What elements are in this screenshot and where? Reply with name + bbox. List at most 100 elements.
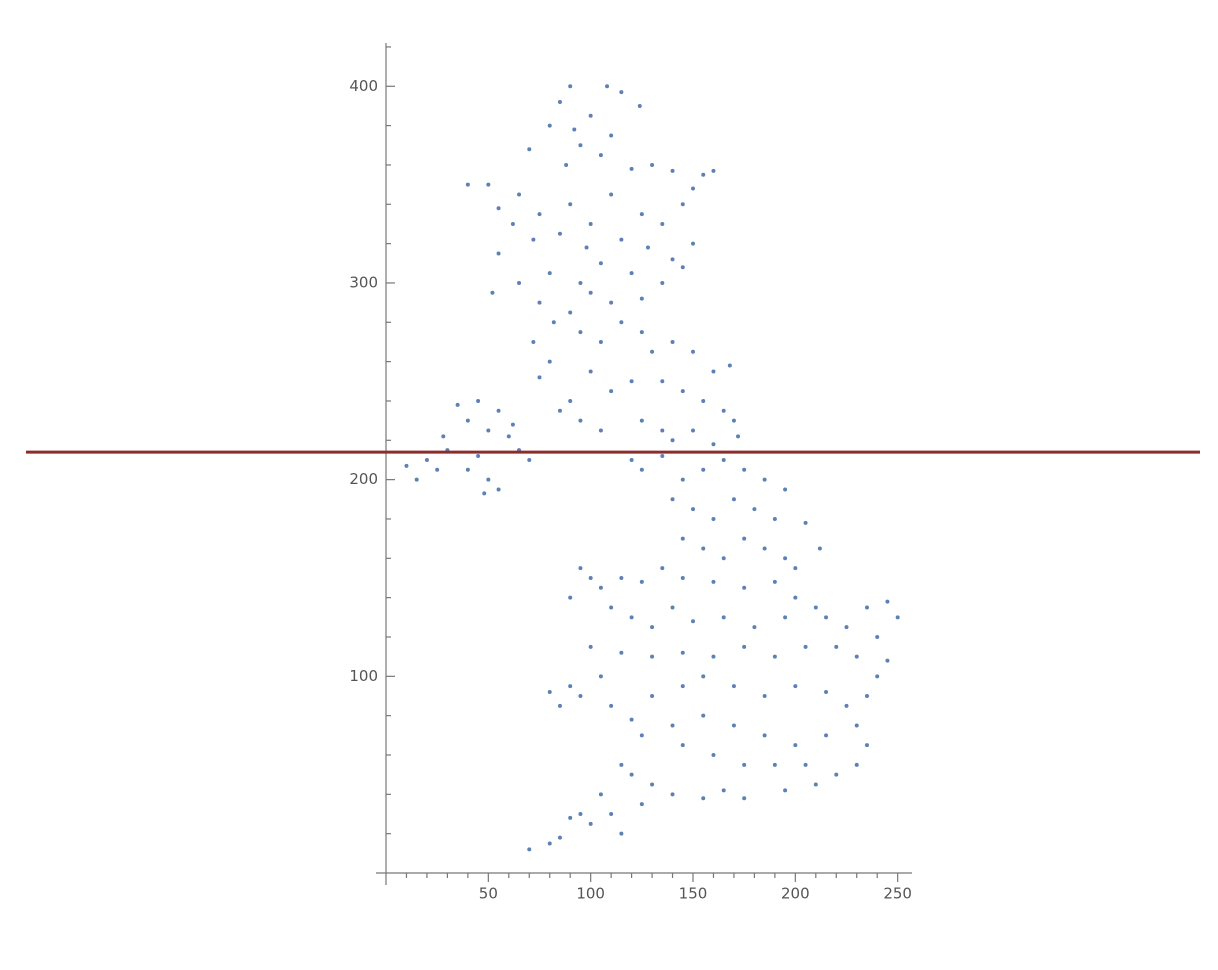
- point: [572, 127, 577, 132]
- point: [639, 802, 644, 807]
- point: [772, 654, 777, 659]
- point: [803, 520, 808, 525]
- point: [727, 363, 732, 368]
- point: [609, 811, 614, 816]
- point: [510, 422, 515, 427]
- point: [691, 619, 696, 624]
- point: [670, 339, 675, 344]
- point: [557, 408, 562, 413]
- point: [701, 546, 706, 551]
- point: [721, 457, 726, 462]
- point: [551, 320, 556, 325]
- point: [637, 103, 642, 108]
- point: [701, 172, 706, 177]
- point: [605, 84, 610, 89]
- point: [691, 186, 696, 191]
- point: [578, 330, 583, 335]
- point: [670, 723, 675, 728]
- point: [435, 467, 440, 472]
- point: [650, 349, 655, 354]
- point: [486, 182, 491, 187]
- point: [639, 330, 644, 335]
- point: [844, 625, 849, 630]
- point: [854, 723, 859, 728]
- point: [496, 408, 501, 413]
- point: [864, 743, 869, 748]
- x-tick-label: 100: [576, 885, 605, 903]
- point: [793, 684, 798, 689]
- point: [537, 212, 542, 217]
- point: [629, 717, 634, 722]
- point: [557, 835, 562, 840]
- point: [619, 650, 624, 655]
- point: [598, 153, 603, 158]
- point: [731, 723, 736, 728]
- point: [517, 192, 522, 197]
- point: [578, 693, 583, 698]
- point: [834, 644, 839, 649]
- point: [588, 644, 593, 649]
- point: [834, 772, 839, 777]
- point: [762, 477, 767, 482]
- point: [609, 605, 614, 610]
- point: [465, 467, 470, 472]
- point: [510, 221, 515, 226]
- point: [557, 100, 562, 105]
- point: [711, 579, 716, 584]
- point: [547, 690, 552, 695]
- point: [721, 788, 726, 793]
- point: [742, 762, 747, 767]
- point: [609, 192, 614, 197]
- point: [629, 772, 634, 777]
- point: [639, 418, 644, 423]
- point: [691, 349, 696, 354]
- point: [598, 428, 603, 433]
- point: [609, 300, 614, 305]
- point: [584, 245, 589, 250]
- point: [660, 221, 665, 226]
- point: [490, 290, 495, 295]
- point: [486, 428, 491, 433]
- point: [670, 497, 675, 502]
- point: [650, 654, 655, 659]
- point: [885, 599, 890, 604]
- point: [691, 507, 696, 512]
- point: [639, 296, 644, 301]
- point: [803, 644, 808, 649]
- point: [547, 359, 552, 364]
- point: [736, 434, 741, 439]
- point: [629, 166, 634, 171]
- point: [895, 615, 900, 620]
- point: [680, 575, 685, 580]
- point: [629, 271, 634, 276]
- point: [711, 442, 716, 447]
- point: [465, 418, 470, 423]
- point: [875, 674, 880, 679]
- point: [578, 143, 583, 148]
- point: [701, 713, 706, 718]
- x-tick-label: 150: [679, 885, 708, 903]
- point: [864, 605, 869, 610]
- point: [564, 162, 569, 167]
- y-tick-label: 400: [349, 77, 378, 95]
- point: [793, 595, 798, 600]
- point: [424, 457, 429, 462]
- point: [506, 434, 511, 439]
- point: [557, 231, 562, 236]
- point: [742, 585, 747, 590]
- point: [670, 168, 675, 173]
- point: [844, 703, 849, 708]
- point: [629, 457, 634, 462]
- point: [639, 212, 644, 217]
- point: [650, 693, 655, 698]
- point: [588, 113, 593, 118]
- point: [619, 320, 624, 325]
- point: [711, 168, 716, 173]
- point: [639, 579, 644, 584]
- point: [578, 566, 583, 571]
- point: [742, 467, 747, 472]
- point: [885, 658, 890, 663]
- point: [864, 693, 869, 698]
- point: [609, 703, 614, 708]
- point: [531, 339, 536, 344]
